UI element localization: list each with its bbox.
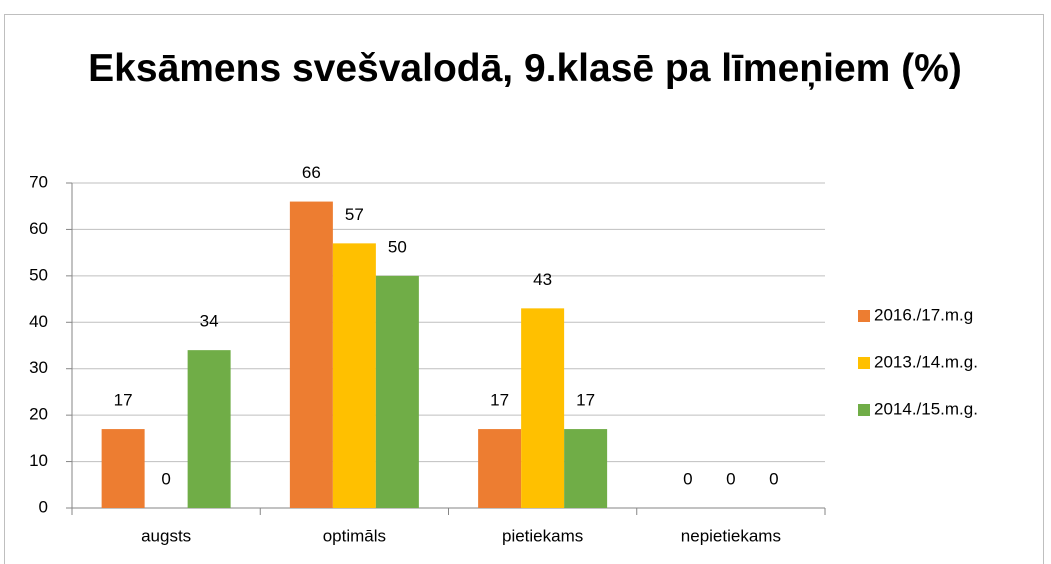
bar bbox=[289, 201, 333, 509]
data-label: 0 bbox=[161, 469, 170, 488]
legend-swatch bbox=[858, 404, 870, 416]
data-label: 17 bbox=[576, 391, 595, 410]
y-tick-label: 60 bbox=[29, 219, 48, 238]
data-label: 66 bbox=[302, 163, 321, 182]
data-label: 57 bbox=[345, 205, 364, 224]
data-label: 0 bbox=[726, 469, 735, 488]
y-tick-label: 40 bbox=[29, 312, 48, 331]
legend-label: 2016./17.m.g bbox=[874, 305, 973, 324]
data-label: 17 bbox=[114, 391, 133, 410]
data-label: 43 bbox=[533, 270, 552, 289]
y-tick-label: 10 bbox=[29, 451, 48, 470]
x-tick-label: pietiekams bbox=[502, 526, 583, 545]
data-label: 0 bbox=[683, 469, 692, 488]
bar bbox=[478, 429, 522, 508]
chart-frame bbox=[4, 14, 1044, 564]
data-label: 0 bbox=[769, 469, 778, 488]
y-tick-label: 50 bbox=[29, 265, 48, 284]
bar bbox=[101, 429, 145, 508]
legend-label: 2013./14.m.g. bbox=[874, 352, 978, 371]
y-tick-label: 0 bbox=[39, 497, 48, 516]
bar bbox=[564, 429, 608, 508]
y-tick-label: 20 bbox=[29, 405, 48, 424]
bar bbox=[187, 350, 231, 508]
x-tick-label: nepietiekams bbox=[681, 526, 781, 545]
legend-swatch bbox=[858, 357, 870, 369]
y-tick-label: 70 bbox=[29, 172, 48, 191]
x-tick-label: optimāls bbox=[323, 526, 386, 545]
data-label: 50 bbox=[388, 237, 407, 256]
data-label: 17 bbox=[490, 391, 509, 410]
bar bbox=[375, 275, 419, 508]
bar bbox=[332, 243, 376, 508]
x-tick-label: augsts bbox=[141, 526, 191, 545]
chart-title: Eksāmens svešvalodā, 9.klasē pa līmeņiem… bbox=[88, 47, 962, 90]
data-label: 34 bbox=[200, 312, 219, 331]
legend-swatch bbox=[858, 310, 870, 322]
bar bbox=[521, 308, 565, 508]
y-tick-label: 30 bbox=[29, 358, 48, 377]
legend-label: 2014./15.m.g. bbox=[874, 399, 978, 418]
